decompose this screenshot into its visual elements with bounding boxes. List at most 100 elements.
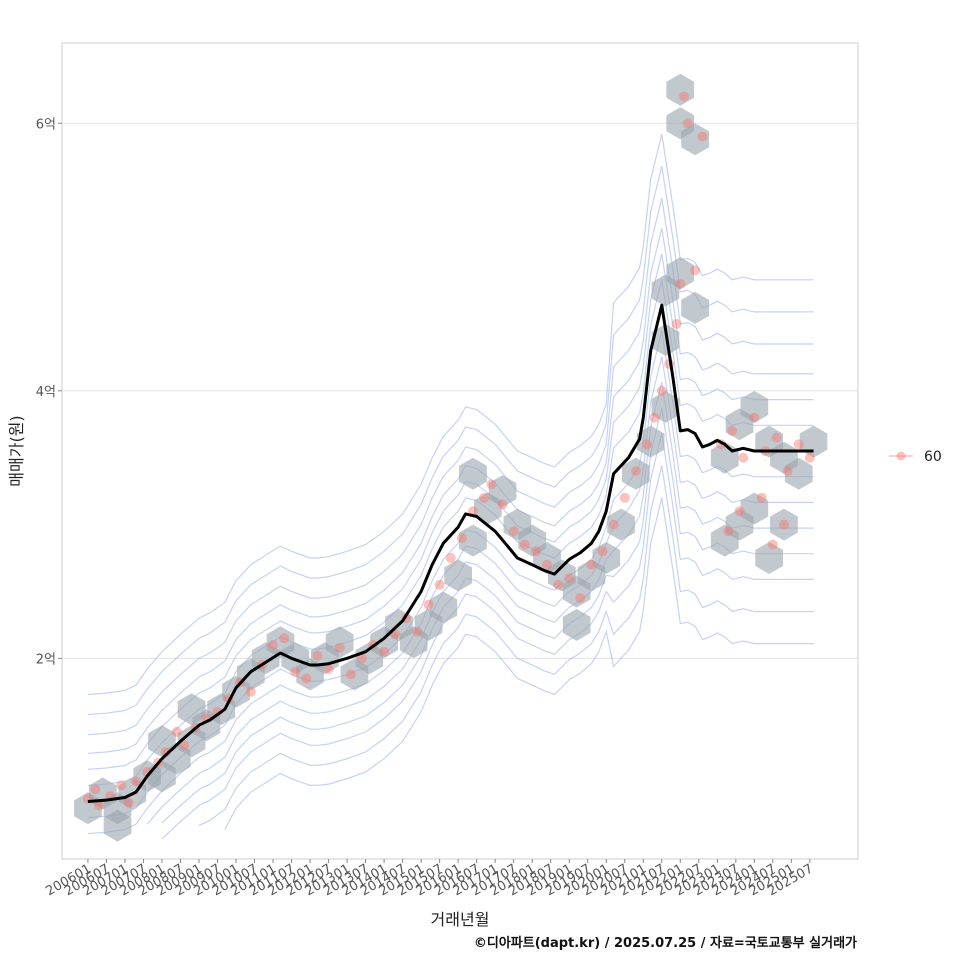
y-tick-label: 4억: [36, 385, 56, 400]
hexbin: [784, 457, 813, 490]
data-point: [767, 539, 778, 550]
data-point: [649, 412, 660, 423]
data-point: [434, 579, 445, 590]
trend-line-layer: [87, 303, 814, 803]
data-point: [497, 499, 508, 510]
data-point: [779, 519, 789, 530]
data-point: [94, 800, 104, 811]
hexbin: [325, 626, 354, 659]
data-point: [245, 686, 256, 697]
data-point: [642, 439, 652, 450]
data-point: [671, 318, 682, 329]
hexbin: [636, 425, 665, 458]
data-point: [542, 559, 552, 570]
y-tick-label: 6억: [36, 117, 56, 132]
density-contour: [87, 356, 814, 835]
data-point: [90, 784, 101, 795]
data-point: [679, 91, 689, 102]
data-point: [423, 599, 434, 610]
data-point: [323, 664, 334, 674]
data-point: [179, 740, 190, 751]
caption: ©디아파트(dapt.kr) / 2025.07.25 / 자료=국토교통부 실…: [474, 935, 857, 951]
x-axis-ticks: 2006012006072007012007072008012008072009…: [43, 859, 816, 899]
data-point: [412, 626, 423, 637]
density-contour: [87, 227, 814, 754]
data-point: [804, 452, 815, 463]
x-axis-title: 거래년월: [431, 910, 490, 929]
data-point: [268, 640, 278, 650]
data-point: [379, 646, 390, 657]
data-point: [123, 797, 134, 808]
legend: 60: [889, 449, 942, 465]
data-point: [116, 780, 127, 791]
data-point: [771, 432, 782, 443]
hexbin: [562, 608, 591, 641]
density-contour: [146, 382, 814, 825]
hexbin: [666, 73, 695, 106]
hexbin: [488, 475, 517, 508]
hexbin: [429, 591, 458, 624]
hexbin: [740, 390, 769, 423]
density-contour: [224, 497, 814, 830]
data-point: [279, 633, 290, 644]
hexbin: [444, 559, 472, 592]
data-point: [675, 278, 686, 289]
data-point: [334, 642, 345, 653]
data-point: [530, 546, 541, 557]
hexbin-layer: [74, 73, 828, 842]
hexbin: [681, 291, 709, 324]
data-point: [738, 452, 749, 463]
y-axis-ticks: 2억 4억 6억: [36, 117, 62, 667]
data-point: [723, 526, 734, 537]
data-point: [586, 559, 597, 570]
trend-line: [87, 303, 814, 803]
data-point: [131, 776, 141, 787]
data-point: [345, 669, 356, 680]
data-point: [356, 653, 367, 664]
y-tick-label: 2억: [36, 652, 56, 667]
hexbin: [592, 542, 621, 574]
hexbin: [103, 809, 132, 842]
data-point: [734, 506, 745, 517]
data-point: [630, 466, 641, 477]
data-point: [682, 118, 693, 129]
hexbin: [755, 542, 783, 574]
data-point: [597, 546, 608, 557]
hexbin: [710, 524, 739, 557]
hexbin: [622, 457, 650, 490]
data-point: [575, 593, 586, 604]
data-point: [519, 539, 530, 550]
data-point: [456, 533, 467, 543]
legend-point: [896, 451, 906, 461]
hexbin: [651, 390, 680, 423]
data-point: [508, 526, 519, 537]
data-point: [171, 726, 182, 737]
hexbin: [177, 693, 206, 726]
hexbin: [651, 324, 680, 356]
hexbin: [148, 725, 176, 758]
hexbin: [770, 508, 798, 541]
hexbin: [740, 492, 769, 525]
data-point: [749, 412, 760, 423]
data-point: [690, 265, 701, 276]
hexbin: [666, 257, 695, 290]
hexbin: [459, 457, 487, 490]
data-point: [608, 519, 619, 530]
data-point: [564, 573, 575, 584]
data-point: [619, 492, 630, 503]
data-point: [656, 385, 667, 396]
data-point: [756, 492, 767, 503]
density-contour: [198, 465, 814, 827]
data-point: [290, 666, 301, 677]
data-point: [301, 673, 312, 684]
y-axis-title: 매매가(원): [7, 415, 26, 486]
density-contour: [87, 133, 814, 696]
data-point: [445, 553, 456, 563]
data-point: [782, 466, 793, 477]
data-point: [312, 650, 323, 661]
gridlines: [62, 122, 858, 659]
hexbin: [459, 524, 487, 557]
hexbin: [607, 508, 635, 541]
hexbin: [681, 123, 709, 156]
